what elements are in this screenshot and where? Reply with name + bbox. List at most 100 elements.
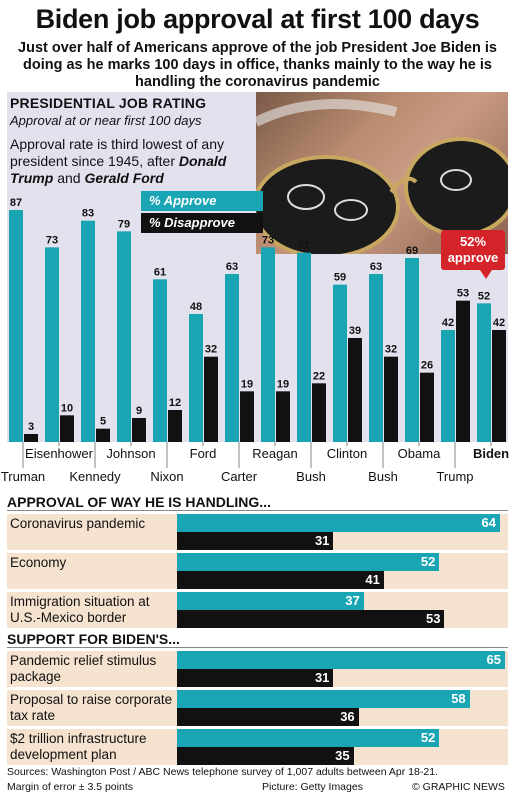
label-disapprove-4: 12 xyxy=(169,397,181,409)
bar-disapprove-11 xyxy=(420,372,434,442)
category-label-4: Nixon xyxy=(150,469,183,484)
bar-approve-9 xyxy=(333,284,347,442)
category-label-8: Bush xyxy=(296,469,326,484)
sunglasses-image xyxy=(256,99,508,254)
support-row: Proposal to raise corporate tax rate 58 36 xyxy=(7,690,508,726)
category-label-1: Eisenhower xyxy=(25,446,94,461)
label-approve-9: 59 xyxy=(334,272,346,284)
footer-picture-credit: Picture: Getty Images xyxy=(262,781,363,793)
bar-disapprove-1 xyxy=(60,415,74,442)
bar-disapprove-8 xyxy=(312,383,326,442)
category-label-0: Truman xyxy=(1,469,45,484)
bar-approve-7 xyxy=(261,247,275,442)
label-disapprove-10: 32 xyxy=(385,344,397,356)
handling-row: Immigration situation at U.S.-Mexico bor… xyxy=(7,592,508,628)
bar-disapprove-9 xyxy=(348,338,362,442)
label-disapprove-9: 39 xyxy=(349,325,361,337)
support-label: $2 trillion infrastructure development p… xyxy=(10,731,147,762)
handling-row: Economy 52 41 xyxy=(7,553,508,589)
category-label-7: Reagan xyxy=(252,446,298,461)
footer-copyright: © GRAPHIC NEWS xyxy=(412,781,505,793)
support-label: Pandemic relief stimulus package xyxy=(10,653,157,684)
bar-approve-6 xyxy=(225,274,239,442)
bar-approve-12 xyxy=(441,330,455,442)
bar-approve-0 xyxy=(9,210,23,442)
axis-label-band xyxy=(7,442,508,466)
biden-photo xyxy=(256,92,508,254)
bar-approve-5 xyxy=(189,314,203,442)
label-disapprove-6: 19 xyxy=(241,378,253,390)
bar-disapprove-6 xyxy=(240,391,254,442)
support-row: $2 trillion infrastructure development p… xyxy=(7,729,508,765)
handling-section-title: APPROVAL OF WAY HE IS HANDLING... xyxy=(7,494,508,511)
label-approve-4: 61 xyxy=(154,266,166,278)
label-disapprove-5: 32 xyxy=(205,344,217,356)
handling-label: Immigration situation at U.S.-Mexico bor… xyxy=(10,594,150,625)
bar-approve-11 xyxy=(405,258,419,442)
label-disapprove-12: 53 xyxy=(457,288,469,300)
handling-bar-disapprove: 53 xyxy=(177,610,445,628)
label-disapprove-0: 3 xyxy=(28,421,34,433)
bar-approve-10 xyxy=(369,274,383,442)
support-bar-approve: 52 xyxy=(177,729,440,747)
category-label-10: Bush xyxy=(368,469,398,484)
label-approve-7: 73 xyxy=(262,234,274,246)
label-approve-12: 42 xyxy=(442,317,454,329)
category-label-6: Carter xyxy=(221,469,258,484)
bar-disapprove-10 xyxy=(384,356,398,442)
label-disapprove-11: 26 xyxy=(421,360,433,372)
support-label: Proposal to raise corporate tax rate xyxy=(10,692,173,723)
bar-approve-2 xyxy=(81,220,95,442)
label-disapprove-1: 10 xyxy=(61,402,73,414)
label-approve-10: 63 xyxy=(370,261,382,273)
legend-disapprove: % Disapprove xyxy=(141,213,263,233)
footer-margin: Margin of error ± 3.5 points xyxy=(7,781,133,793)
category-label-2: Kennedy xyxy=(69,469,121,484)
support-bar-disapprove: 35 xyxy=(177,747,354,765)
label-disapprove-13: 42 xyxy=(493,317,505,329)
handling-label: Economy xyxy=(10,555,67,570)
handling-label: Coronavirus pandemic xyxy=(10,516,146,531)
category-label-3: Johnson xyxy=(106,446,155,461)
bar-approve-3 xyxy=(117,231,131,442)
label-approve-2: 83 xyxy=(82,208,94,220)
handling-bar-approve: 37 xyxy=(177,592,364,610)
category-label-12: Trump xyxy=(436,469,473,484)
bar-disapprove-0 xyxy=(24,434,38,442)
bar-disapprove-7 xyxy=(276,391,290,442)
support-section-title: SUPPORT FOR BIDEN'S... xyxy=(7,631,508,648)
support-bar-approve: 65 xyxy=(177,651,505,669)
handling-bar-approve: 64 xyxy=(177,514,500,532)
label-approve-3: 79 xyxy=(118,218,130,230)
note-ford: Gerald Ford xyxy=(84,170,164,186)
support-bar-approve: 58 xyxy=(177,690,470,708)
page-subtitle: Just over half of Americans approve of t… xyxy=(18,40,497,90)
note-trump: Donald Trump xyxy=(10,153,227,186)
bar-approve-13 xyxy=(477,303,491,442)
handling-bar-disapprove: 31 xyxy=(177,532,334,550)
label-disapprove-2: 5 xyxy=(100,416,106,428)
handling-bar-approve: 52 xyxy=(177,553,440,571)
label-approve-13: 52 xyxy=(478,290,490,302)
label-approve-0: 87 xyxy=(10,197,22,209)
category-label-5: Ford xyxy=(190,446,217,461)
label-approve-8: 71 xyxy=(298,240,310,252)
bar-disapprove-3 xyxy=(132,418,146,442)
bar-approve-1 xyxy=(45,247,59,442)
handling-row: Coronavirus pandemic 64 31 xyxy=(7,514,508,550)
category-label-9: Clinton xyxy=(327,446,367,461)
category-label-13: Biden xyxy=(473,446,509,461)
label-disapprove-3: 9 xyxy=(136,405,142,417)
bar-disapprove-2 xyxy=(96,428,110,442)
label-disapprove-7: 19 xyxy=(277,378,289,390)
handling-bar-disapprove: 41 xyxy=(177,571,384,589)
support-bar-disapprove: 36 xyxy=(177,708,359,726)
bar-disapprove-4 xyxy=(168,410,182,442)
label-disapprove-8: 22 xyxy=(313,370,325,382)
presidential-bar-chart: 87 3 Truman 73 10 Eisenhower 83 5 Kennedy 79 9 John… xyxy=(1,197,509,484)
label-approve-1: 73 xyxy=(46,234,58,246)
bar-approve-8 xyxy=(297,252,311,442)
biden-callout: 52% approve xyxy=(441,230,505,270)
support-bar-disapprove: 31 xyxy=(177,669,334,687)
presidential-note: Approval rate is third lowest of any pre… xyxy=(10,136,227,186)
